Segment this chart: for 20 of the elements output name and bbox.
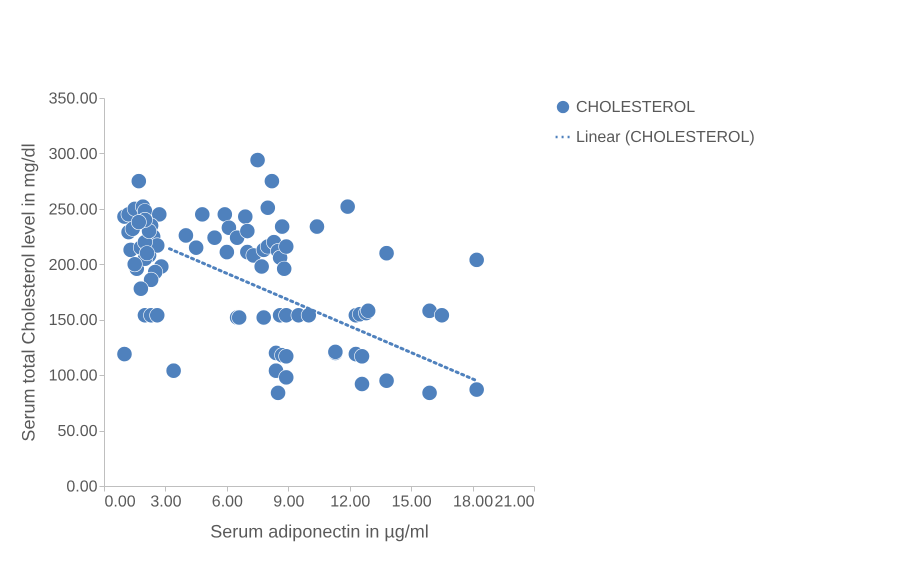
y-tick-label: 300.00	[48, 146, 98, 163]
y-tick-label: 250.00	[48, 201, 98, 218]
y-tick-label: 50.00	[57, 423, 98, 440]
x-tick-label: 12.00	[330, 494, 370, 510]
x-tick-label: 3.00	[150, 494, 182, 510]
x-tick-label: 18.00	[453, 494, 494, 510]
x-axis-title: Serum adiponectin in µg/ml	[210, 522, 429, 542]
x-tick-label: 0.00	[104, 494, 136, 510]
y-tick-label: 100.00	[48, 368, 98, 385]
y-tick-label: 350.00	[48, 90, 98, 108]
y-tick-label: 200.00	[48, 256, 98, 274]
legend-label: Linear (CHOLESTEROL)	[576, 129, 755, 146]
legend-label: CHOLESTEROL	[576, 99, 696, 116]
y-tick-label: 0.00	[66, 478, 98, 496]
x-tick-label: 9.00	[273, 494, 304, 510]
x-tick-label: 21.00	[494, 494, 535, 510]
y-axis-title: Serum total Cholesterol level in mg/dl	[18, 143, 39, 442]
x-tick-label: 15.00	[392, 494, 432, 510]
x-tick-label: 6.00	[212, 494, 244, 510]
y-tick-label: 150.00	[48, 312, 98, 330]
